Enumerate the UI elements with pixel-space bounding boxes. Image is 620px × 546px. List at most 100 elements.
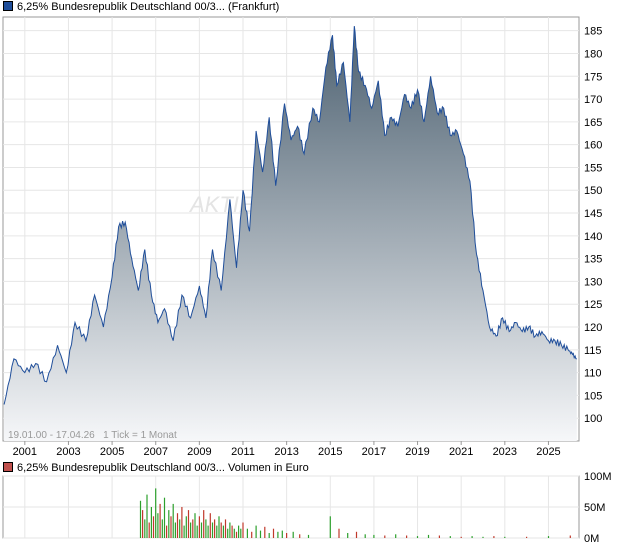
price-legend-label: 6,25% Bundesrepublik Deutschland 00/3...… (17, 1, 280, 13)
price-x-axis: 2001 2003 2005 2007 2009 2011 2013 2015 2017 2019… (13, 441, 561, 458)
volume-y-tick-label: 50M (584, 502, 605, 514)
price-y-tick-label: 130 (584, 276, 602, 288)
volume-bar (526, 536, 528, 538)
price-y-tick-label: 160 (584, 140, 602, 152)
volume-bar (427, 534, 430, 538)
volume-bars (139, 488, 571, 538)
volume-bar (172, 503, 174, 538)
price-x-tick-label: 2017 (362, 446, 386, 458)
volume-bar (192, 519, 194, 538)
price-x-tick-label: 2007 (143, 446, 167, 458)
volume-bar (238, 525, 240, 538)
volume-bar (438, 535, 440, 538)
volume-bar (183, 525, 185, 538)
volume-bar (292, 531, 294, 538)
volume-bar (406, 535, 408, 538)
price-y-tick-label: 185 (584, 26, 602, 38)
volume-y-tick-label: 0M (584, 533, 599, 545)
price-series-line (3, 26, 577, 405)
volume-bar (482, 536, 484, 538)
price-y-tick-label: 120 (584, 322, 602, 334)
price-y-tick-label: 110 (584, 368, 602, 380)
price-y-tick-label: 175 (584, 71, 602, 83)
price-y-tick-label: 155 (584, 162, 602, 174)
volume-bar (198, 516, 200, 538)
volume-bar (142, 510, 144, 538)
volume-bar (146, 494, 148, 538)
volume-bar (222, 525, 224, 538)
volume-bar (246, 528, 248, 538)
volume-bar (286, 533, 288, 538)
price-x-tick-label: 2009 (187, 446, 211, 458)
volume-bar (347, 533, 349, 538)
price-x-tick-label: 2025 (536, 446, 560, 458)
range-info: 19.01.00 - 17.04.26 1 Tick = 1 Monat (8, 430, 177, 441)
volume-bar (152, 516, 155, 538)
volume-bar (196, 525, 198, 538)
volume-bar (227, 528, 229, 538)
volume-bar (569, 535, 571, 538)
volume-bar (194, 513, 196, 538)
volume-bar (240, 528, 242, 538)
volume-bar (460, 536, 462, 538)
volume-bar (272, 528, 275, 538)
price-y-axis: 100 105 110 115 120 125 130 135 140 145 150 155 160 1… (584, 26, 602, 426)
volume-bar (449, 536, 451, 538)
volume-bar (384, 535, 386, 538)
volume-bar (299, 534, 301, 538)
volume-bar (364, 534, 366, 538)
price-y-tick-label: 165 (584, 117, 602, 129)
volume-bar (224, 519, 227, 538)
volume-y-axis: 0M 50M 100M (584, 471, 612, 545)
volume-bar (229, 522, 231, 538)
volume-bar (179, 519, 181, 538)
volume-bar (155, 488, 157, 538)
volume-bar (144, 519, 146, 538)
volume-bar (281, 530, 283, 538)
volume-bar (205, 519, 207, 538)
volume-bar (268, 533, 270, 538)
volume-legend: 6,25% Bundesrepublik Deutschland 00/3...… (3, 461, 309, 475)
price-x-tick-label: 2001 (13, 446, 37, 458)
price-y-tick-label: 145 (584, 208, 602, 220)
price-x-tick-label: 2003 (56, 446, 80, 458)
volume-bar (471, 536, 473, 538)
volume-bar (176, 513, 179, 538)
volume-bar (168, 510, 170, 538)
volume-bar (148, 522, 150, 538)
volume-bar (159, 503, 161, 538)
volume-gridlines (3, 475, 579, 539)
price-area-fill (4, 26, 577, 441)
volume-legend-swatch (3, 462, 13, 472)
volume-bar (277, 531, 279, 538)
volume-bar (416, 536, 419, 538)
volume-bar (200, 522, 203, 538)
volume-bar (493, 536, 495, 538)
volume-bar (235, 531, 238, 538)
volume-bar (220, 522, 222, 538)
volume-bar (216, 525, 218, 538)
volume-bar (139, 500, 142, 538)
volume-legend-label: 6,25% Bundesrepublik Deutschland 00/3...… (17, 462, 309, 474)
volume-bar (185, 516, 187, 538)
price-x-tick-label: 2011 (231, 446, 255, 458)
price-x-tick-label: 2019 (405, 446, 429, 458)
price-y-tick-label: 170 (584, 94, 602, 106)
price-legend-swatch (3, 1, 13, 11)
price-x-tick-label: 2021 (449, 446, 473, 458)
price-y-tick-label: 135 (584, 254, 602, 266)
volume-bar (233, 528, 235, 538)
volume-bar (218, 516, 220, 538)
volume-y-tick-label: 100M (584, 471, 612, 483)
volume-bar (170, 516, 172, 538)
volume-bar (190, 522, 192, 538)
price-y-tick-label: 105 (584, 390, 602, 402)
volume-bar (231, 525, 233, 538)
volume-bar (355, 531, 358, 538)
volume-bar (395, 534, 397, 538)
volume-bar (251, 531, 253, 538)
volume-bar (214, 519, 216, 538)
volume-bar (187, 510, 190, 538)
price-y-tick-label: 140 (584, 231, 602, 243)
